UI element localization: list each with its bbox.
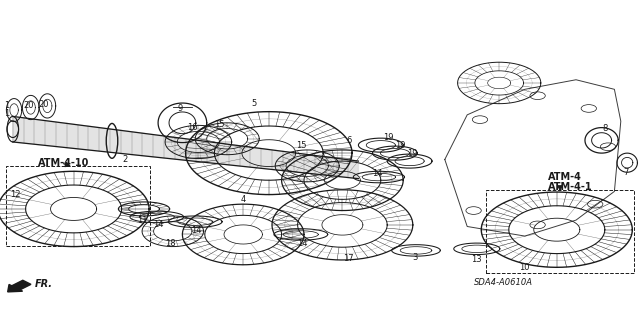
- Text: 13: 13: [471, 256, 481, 264]
- Text: 17: 17: [344, 254, 354, 263]
- Text: 14: 14: [191, 226, 202, 235]
- Text: ATM-4: ATM-4: [548, 172, 582, 182]
- Text: 19: 19: [383, 133, 394, 142]
- Text: 14: 14: [153, 220, 163, 229]
- Text: 15: 15: [296, 141, 307, 150]
- Text: 7: 7: [623, 168, 628, 177]
- FancyArrow shape: [8, 280, 31, 292]
- Text: 4: 4: [241, 195, 246, 204]
- Text: 12: 12: [10, 190, 20, 199]
- Text: 2: 2: [122, 155, 127, 164]
- Text: 8: 8: [602, 124, 607, 133]
- Text: 1: 1: [4, 109, 9, 118]
- Text: 15: 15: [214, 120, 225, 129]
- Text: 18: 18: [166, 239, 176, 248]
- Text: 9: 9: [178, 104, 183, 113]
- Text: 19: 19: [408, 149, 418, 158]
- Text: 6: 6: [346, 136, 351, 145]
- Text: FR.: FR.: [35, 279, 53, 289]
- Text: 3: 3: [412, 253, 417, 262]
- Polygon shape: [13, 116, 358, 179]
- Text: 14: 14: [372, 169, 383, 178]
- Text: 11: 11: [137, 216, 147, 225]
- Bar: [6, 166, 150, 246]
- Text: 5: 5: [252, 99, 257, 108]
- Text: 10: 10: [520, 263, 530, 272]
- Text: 14: 14: [298, 239, 308, 248]
- Text: 20: 20: [23, 101, 33, 110]
- Bar: [486, 190, 634, 273]
- Text: SDA4-A0610A: SDA4-A0610A: [474, 278, 532, 287]
- Text: 16: 16: [187, 123, 197, 132]
- Text: 20: 20: [38, 100, 49, 109]
- Text: ATM-4-1: ATM-4-1: [548, 182, 593, 192]
- Text: 19: 19: [395, 141, 405, 150]
- Text: ATM-4-10: ATM-4-10: [38, 158, 90, 168]
- Text: 1: 1: [4, 101, 9, 110]
